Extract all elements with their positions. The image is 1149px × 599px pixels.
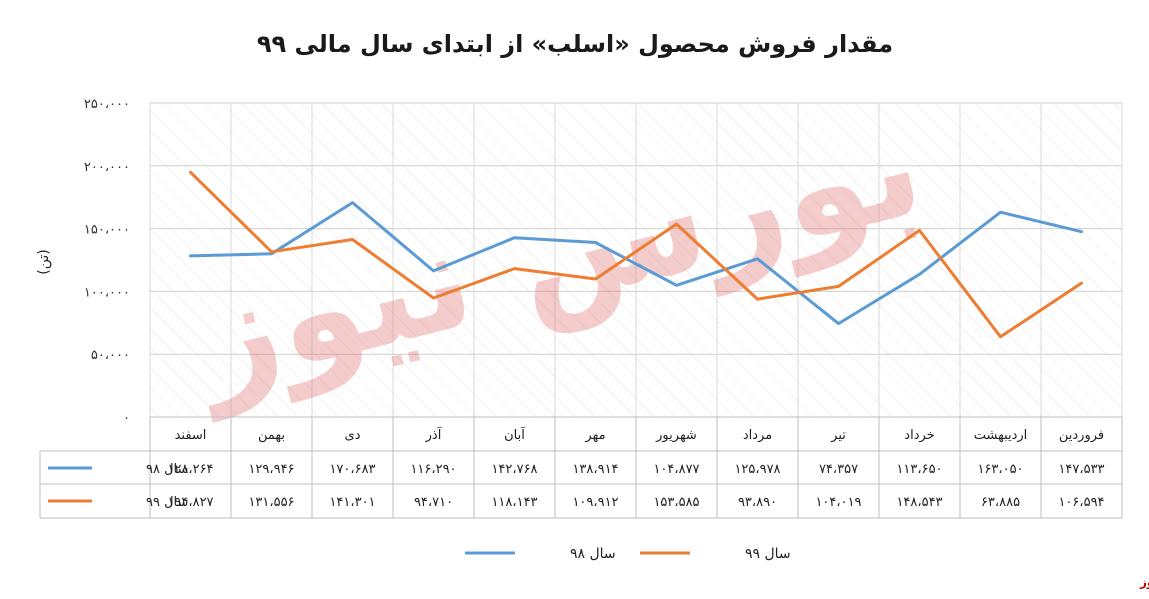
- y-tick-label: ۱۰۰،۰۰۰: [84, 285, 130, 300]
- x-category-label: مهر: [584, 428, 605, 443]
- table-value-cell: ۱۲۸،۲۶۴: [167, 462, 213, 477]
- legend-label-1: سال ۹۸: [570, 546, 616, 562]
- table-value-cell: ۱۶۳،۰۵۰: [977, 462, 1023, 477]
- table-value-cell: ۱۳۱،۵۵۶: [248, 495, 294, 510]
- table-value-cell: ۱۴۷،۵۳۳: [1058, 462, 1104, 477]
- x-category-label: خرداد: [904, 428, 934, 443]
- y-tick-label: ۱۵۰،۰۰۰: [84, 223, 130, 238]
- table-value-cell: ۱۴۱،۳۰۱: [329, 495, 375, 510]
- grid-lines: [149, 102, 1123, 418]
- x-category-label: فروردین: [1059, 428, 1104, 443]
- table-value-cell: ۱۰۶،۵۹۴: [1058, 495, 1104, 510]
- table-value-cell: ۹۳،۸۹۰: [738, 495, 777, 510]
- table-value-cell: ۱۴۸،۵۴۳: [896, 495, 942, 510]
- legend-label-2: سال ۹۹: [745, 546, 791, 562]
- table-value-cell: ۶۳،۸۸۵: [981, 495, 1020, 510]
- table-series-name: سال ۹۹: [146, 495, 188, 510]
- table-value-cell: ۷۴،۳۵۷: [819, 462, 858, 477]
- series-lines: [189, 170, 1083, 339]
- table-value-cell: ۱۷۰،۶۸۳: [329, 462, 375, 477]
- series-line-1: [189, 201, 1083, 326]
- brand-label: بورس نیوز: [1139, 575, 1149, 590]
- y-axis-ticks: ۰ ۵۰،۰۰۰ ۱۰۰،۰۰۰ ۱۵۰،۰۰۰ ۲۰۰،۰۰۰ ۲۵۰،۰۰۰: [84, 97, 130, 426]
- table-value-cell: ۱۰۹،۹۱۲: [572, 495, 618, 510]
- x-category-label: اردیبهشت: [974, 428, 1028, 443]
- table-value-cell: ۱۹۴،۸۲۷: [167, 495, 213, 510]
- table-value-cell: ۱۱۶،۲۹۰: [410, 462, 456, 477]
- x-category-label: تیر: [830, 428, 846, 443]
- legend: سال ۹۸ سال ۹۹: [465, 546, 791, 562]
- chart-title: مقدار فروش محصول «اسلب» از ابتدای سال ما…: [257, 30, 893, 58]
- table-value-cell: ۹۴،۷۱۰: [414, 495, 453, 510]
- table-value-cell: ۱۰۴،۰۱۹: [815, 495, 861, 510]
- x-category-label: مرداد: [743, 428, 772, 443]
- table-value-cell: ۱۳۸،۹۱۴: [572, 462, 618, 477]
- x-category-label: دی: [345, 428, 361, 443]
- y-tick-label: ۲۰۰،۰۰۰: [84, 160, 130, 175]
- y-axis-label: (تن): [36, 249, 52, 275]
- y-tick-label: ۵۰،۰۰۰: [91, 348, 130, 363]
- table-value-cell: ۱۵۳،۵۸۵: [653, 495, 699, 510]
- x-category-label: آذر: [425, 426, 443, 443]
- x-category-label: شهریور: [655, 428, 697, 443]
- table-value-cell: ۱۱۸،۱۴۳: [491, 495, 537, 510]
- x-category-label: آبان: [504, 426, 526, 443]
- x-category-label: اسفند: [175, 428, 207, 443]
- table-value-cell: ۱۴۲،۷۶۸: [491, 462, 537, 477]
- table-value-cell: ۱۱۳،۶۵۰: [896, 462, 942, 477]
- series-line-2: [189, 170, 1083, 339]
- y-tick-label: ۲۵۰،۰۰۰: [84, 97, 130, 112]
- table-value-cell: ۱۲۹،۹۴۶: [248, 462, 294, 477]
- table-value-cell: ۱۰۴،۸۷۷: [653, 462, 699, 477]
- y-tick-label: ۰: [123, 411, 130, 426]
- x-category-label: بهمن: [258, 428, 285, 443]
- table-value-cell: ۱۲۵،۹۷۸: [734, 462, 780, 477]
- table-series-name: سال ۹۸: [146, 462, 188, 477]
- data-table: فروردین اردیبهشت خرداد تیر مرداد شهریور مهر آبا…: [39, 416, 1123, 519]
